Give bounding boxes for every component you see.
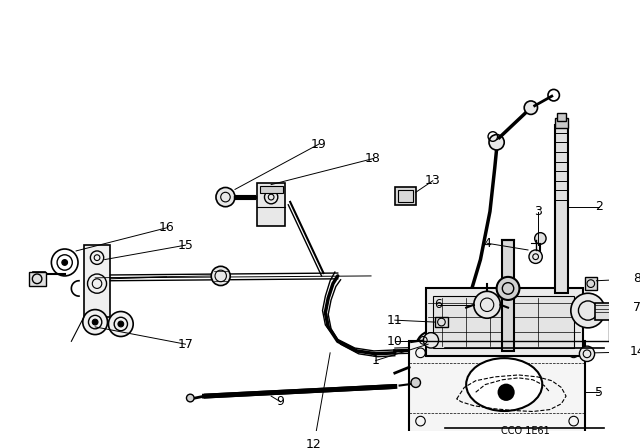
Text: 4: 4	[483, 237, 491, 250]
Bar	[257, 183, 285, 226]
Circle shape	[474, 291, 500, 318]
Text: 1: 1	[372, 354, 380, 367]
Circle shape	[108, 311, 133, 336]
Bar	[555, 125, 568, 293]
Text: 14: 14	[630, 345, 640, 358]
Bar	[555, 118, 568, 128]
Circle shape	[411, 378, 420, 388]
Circle shape	[497, 277, 520, 300]
Bar	[84, 245, 110, 317]
Circle shape	[534, 233, 546, 244]
Text: 2: 2	[595, 200, 604, 213]
Circle shape	[524, 101, 538, 114]
Text: 11: 11	[387, 314, 403, 327]
Text: 6: 6	[434, 298, 442, 311]
Circle shape	[416, 331, 450, 365]
Circle shape	[92, 319, 98, 325]
Bar	[426, 289, 583, 356]
Bar	[29, 272, 45, 285]
Ellipse shape	[466, 358, 542, 411]
Circle shape	[529, 250, 542, 263]
Circle shape	[571, 293, 605, 328]
Bar	[595, 303, 623, 320]
Text: 16: 16	[159, 221, 174, 234]
Text: 15: 15	[177, 239, 193, 252]
Bar	[397, 190, 413, 202]
Circle shape	[83, 310, 108, 335]
Text: 7: 7	[634, 301, 640, 314]
Text: 10: 10	[387, 335, 403, 348]
Circle shape	[62, 259, 68, 265]
Bar	[502, 241, 514, 351]
Text: 3: 3	[534, 205, 541, 218]
Circle shape	[579, 346, 595, 362]
Circle shape	[118, 321, 124, 327]
Circle shape	[489, 134, 504, 150]
Text: CCO 1E61: CCO 1E61	[500, 426, 550, 436]
Circle shape	[423, 333, 438, 348]
Text: 19: 19	[311, 138, 326, 151]
Bar	[435, 317, 448, 327]
Circle shape	[216, 187, 235, 207]
Circle shape	[497, 383, 515, 401]
Bar	[433, 296, 573, 348]
Bar	[557, 113, 566, 121]
Bar	[260, 185, 282, 193]
Bar	[409, 341, 585, 433]
Text: 13: 13	[425, 174, 441, 187]
Text: 18: 18	[365, 152, 381, 165]
Text: 9: 9	[276, 396, 285, 409]
Text: 8: 8	[634, 272, 640, 285]
Bar	[395, 187, 416, 205]
Text: 12: 12	[306, 438, 322, 448]
Bar	[585, 277, 596, 290]
Text: 17: 17	[177, 338, 193, 351]
Text: 5: 5	[595, 386, 604, 399]
Circle shape	[211, 266, 230, 285]
Circle shape	[186, 394, 194, 402]
